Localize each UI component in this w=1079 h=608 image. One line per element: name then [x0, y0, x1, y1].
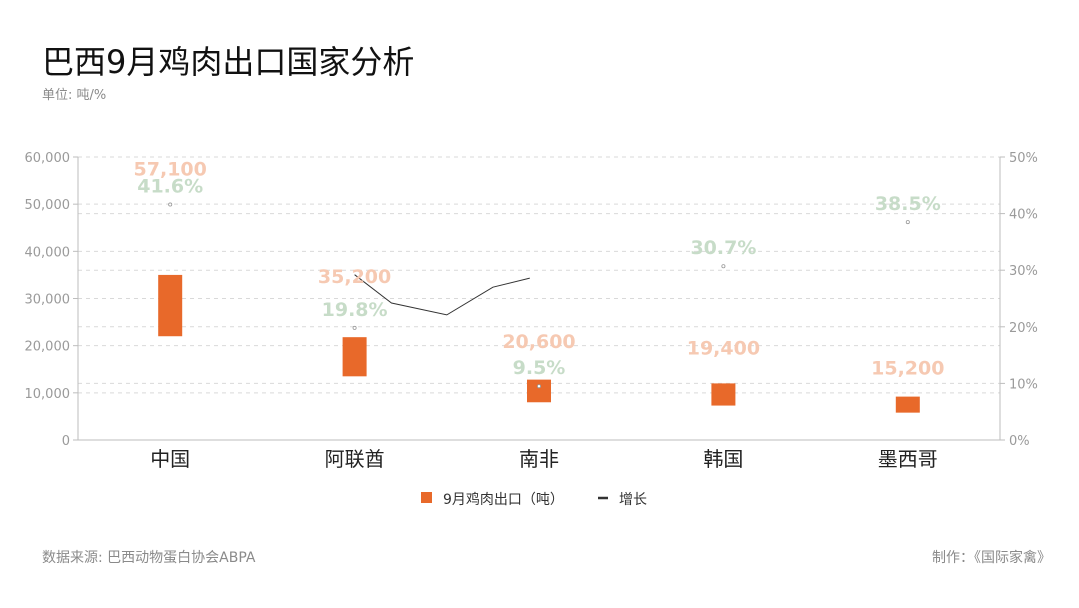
left-tick-label-0: 0: [62, 434, 70, 449]
bar-0: [158, 274, 183, 337]
left-tick-label-2: 20,000: [25, 340, 71, 355]
legend-label-line: 增长: [619, 492, 647, 508]
category-label-0: 中国: [150, 447, 190, 471]
bar-1: [342, 337, 367, 377]
growth-value-label-2: 9.5%: [513, 357, 566, 379]
category-label-2: 南非: [519, 447, 559, 471]
growth-point-2: [537, 384, 542, 389]
chart-title: 巴西9月鸡肉出口国家分析: [42, 43, 414, 81]
growth-point-0: [168, 202, 173, 207]
left-tick-label-3: 30,000: [25, 293, 71, 308]
category-label-3: 韩国: [703, 447, 743, 471]
data-labels: 57,100 35,200 20,600 19,400 15,200 41.6% 19.8%…: [134, 159, 945, 380]
right-tick-label-3: 30%: [1009, 264, 1038, 279]
right-tick-label-0: 0%: [1009, 434, 1030, 449]
growth-point-3: [721, 264, 726, 269]
category-labels: 中国 阿联酋 南非 韩国 墨西哥: [150, 447, 938, 471]
legend: 9月鸡肉出口（吨） 增长: [421, 491, 647, 508]
chart-subtitle: 单位: 吨/%: [42, 88, 106, 103]
growth-value-label-1: 19.8%: [322, 299, 388, 321]
right-y-axis: 0% 10% 20% 30% 40% 50%: [999, 151, 1038, 449]
export-value-label-0: 57,100: [134, 159, 207, 181]
left-tick-label-4: 40,000: [25, 245, 71, 260]
left-tick-label-5: 50,000: [25, 198, 71, 213]
export-value-label-1: 35,200: [318, 266, 391, 288]
legend-label-bar: 9月鸡肉出口（吨）: [443, 491, 564, 508]
category-label-4: 墨西哥: [878, 447, 938, 471]
trend-line-path: [354, 274, 530, 316]
export-value-label-4: 15,200: [871, 357, 944, 379]
legend-swatch-bar: [421, 492, 432, 503]
bar-3: [711, 383, 736, 406]
right-tick-label-4: 40%: [1009, 208, 1038, 223]
growth-value-label-3: 30.7%: [690, 237, 756, 259]
bars: [158, 274, 920, 413]
right-tick-label-1: 10%: [1009, 377, 1038, 392]
category-label-1: 阿联酋: [325, 447, 385, 471]
export-value-label-2: 20,600: [502, 331, 575, 353]
bar-2: [527, 379, 551, 403]
growth-points: [168, 202, 910, 389]
left-tick-label-1: 10,000: [25, 387, 71, 402]
grid: [78, 156, 1000, 394]
source-note: 数据来源: 巴西动物蛋白协会ABPA: [42, 550, 256, 566]
growth-value-label-0: 41.6%: [137, 176, 203, 198]
growth-point-1: [352, 325, 357, 330]
growth-value-label-4: 38.5%: [875, 193, 941, 215]
right-tick-label-5: 50%: [1009, 151, 1038, 166]
bar-4: [895, 396, 920, 413]
left-tick-label-6: 60,000: [25, 151, 71, 166]
export-value-label-3: 19,400: [687, 337, 760, 359]
growth-point-4: [905, 220, 910, 225]
right-tick-label-2: 20%: [1009, 321, 1038, 336]
left-y-axis: 0 10,000 20,000 30,000 40,000 50,000 60,000: [25, 151, 1000, 449]
credit-note: 制作：《国际家禽》: [932, 549, 1051, 566]
trend-line: [354, 274, 530, 316]
